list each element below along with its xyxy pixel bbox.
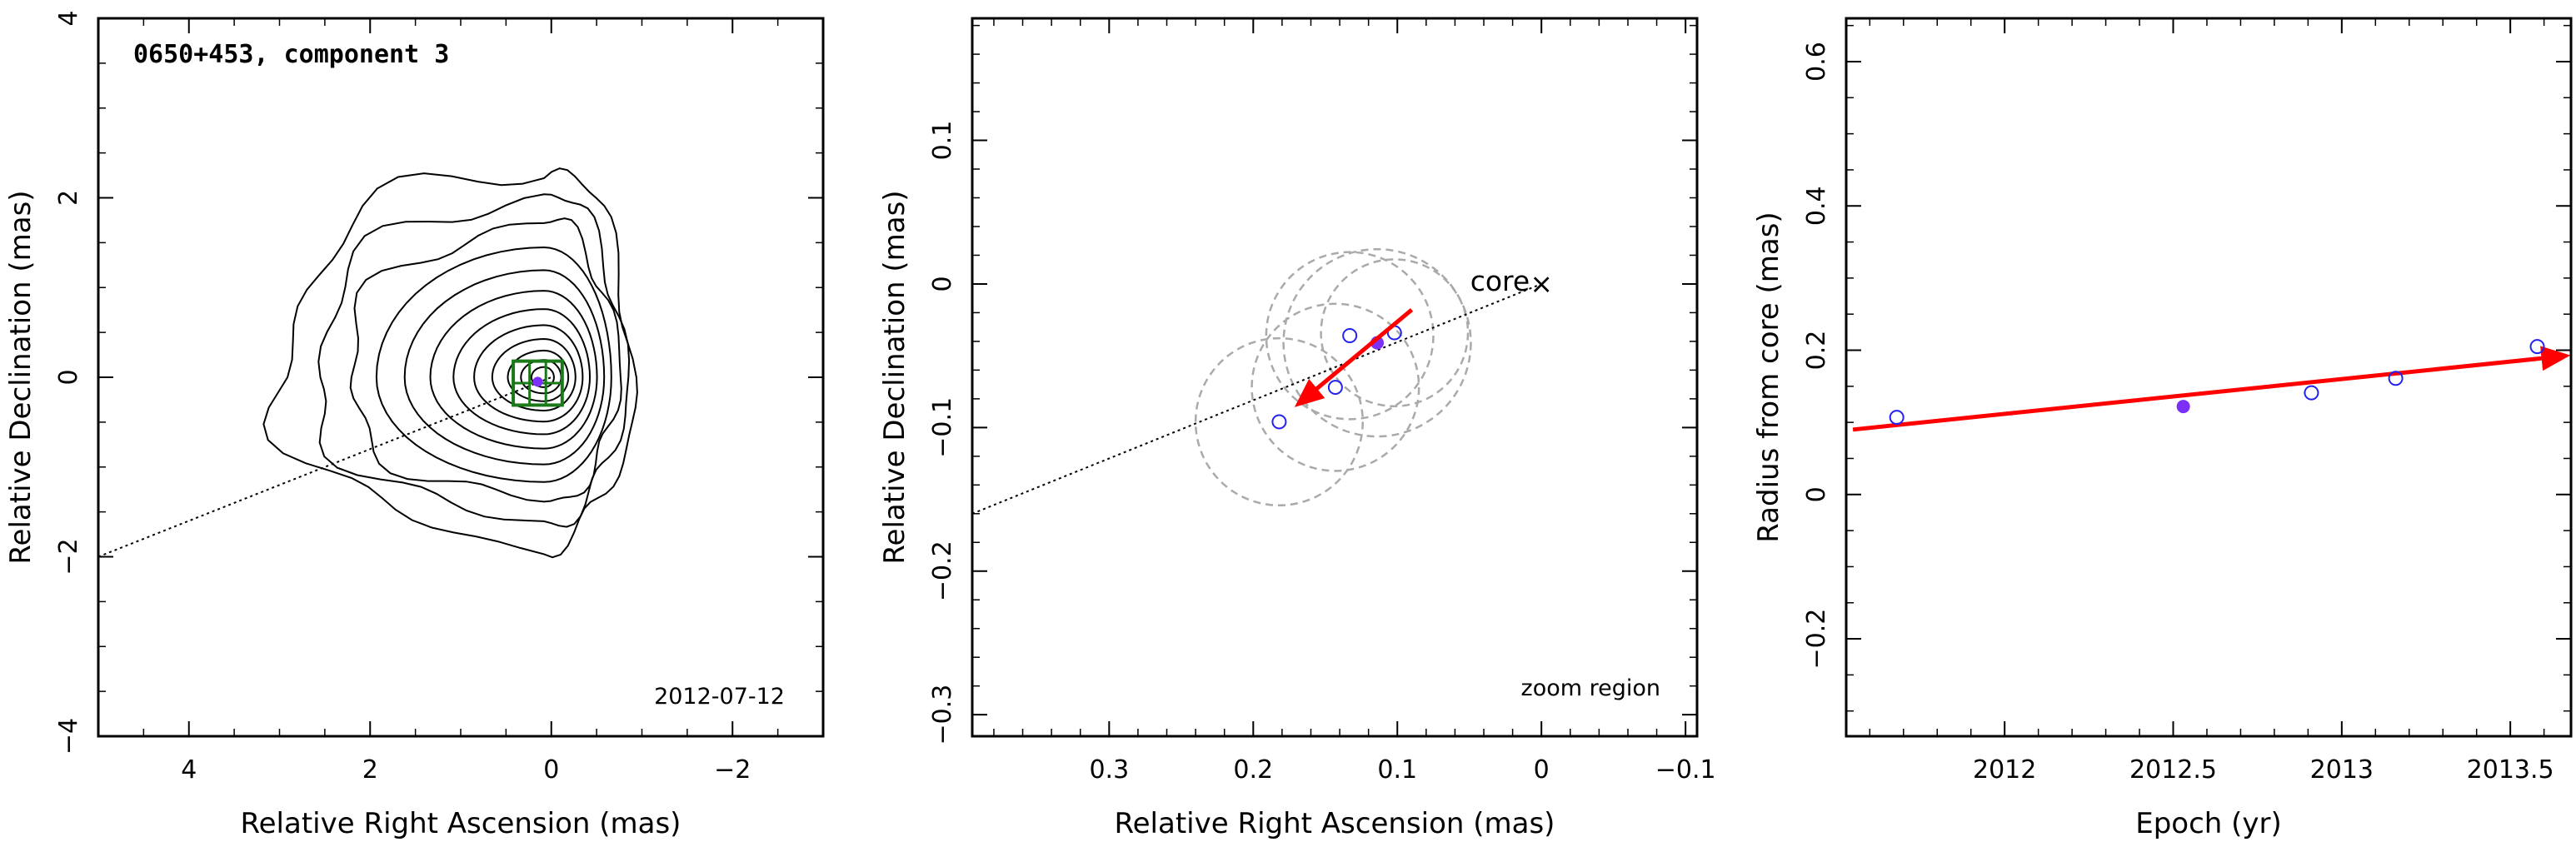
x-tick-label: 2013 xyxy=(2310,755,2374,785)
y-tick-label: −0.2 xyxy=(928,541,957,601)
fit-line xyxy=(1852,346,2571,432)
x-tick-label: −0.1 xyxy=(1655,755,1716,785)
radius-point xyxy=(2529,339,2545,355)
x-tick-label: 0.2 xyxy=(1233,755,1273,785)
velocity-arrow xyxy=(1294,308,1414,407)
panel-1-plot xyxy=(98,167,638,559)
contour-level xyxy=(375,246,612,483)
position-point xyxy=(1271,414,1287,430)
contour-level xyxy=(403,269,606,466)
contour-level xyxy=(530,366,555,388)
panel-3-plot xyxy=(1852,339,2571,432)
x-tick-label: 2 xyxy=(362,755,378,785)
radius-point xyxy=(2304,385,2319,401)
x-tick-label: 2012.5 xyxy=(2129,755,2217,785)
panel-3-ylabel: Radius from core (mas) xyxy=(1752,212,1785,542)
panel-2-frame xyxy=(971,17,1699,738)
panel-3-frame xyxy=(1845,17,2573,738)
contour-level xyxy=(473,324,584,423)
radius-points xyxy=(1889,339,2545,426)
x-tick-label: 2012 xyxy=(1973,755,2036,785)
error-circles xyxy=(1194,247,1472,507)
contour-map xyxy=(262,167,638,559)
radius-point xyxy=(2388,371,2404,386)
x-tick-label: 2013.5 xyxy=(2467,755,2554,785)
core-marker: × xyxy=(1530,267,1553,300)
y-tick-label: −4 xyxy=(54,718,83,755)
x-tick-label: 0.1 xyxy=(1377,755,1417,785)
contour-level xyxy=(429,290,598,450)
panel-3: 2012 2012.5 2013 2013.5 −0.2 0 0.2 0.4 0.6 Epoch… xyxy=(1752,17,2573,840)
panel-3-ticks: 2012 2012.5 2013 2013.5 −0.2 0 0.2 0.4 0.6 xyxy=(1802,18,2571,785)
panel-2-plot xyxy=(972,247,1542,515)
panel-1-date: 2012-07-12 xyxy=(654,684,785,710)
radius-point xyxy=(1889,410,1905,426)
core-label: core xyxy=(1470,265,1530,297)
y-tick-label: 4 xyxy=(54,10,83,26)
zoom-region-label: zoom region xyxy=(1521,675,1660,701)
y-tick-label: −0.2 xyxy=(1802,609,1831,670)
error-circle xyxy=(1194,336,1364,507)
y-tick-label: 0 xyxy=(928,276,957,291)
panel-1-frame xyxy=(97,17,825,738)
contour-level xyxy=(317,193,631,528)
y-tick-label: 2 xyxy=(54,190,83,206)
y-tick-label: 0.4 xyxy=(1802,186,1831,226)
error-circle xyxy=(1282,247,1472,438)
x-tick-label: 0 xyxy=(543,755,559,785)
jet-axis-line xyxy=(98,376,552,558)
y-tick-label: −0.1 xyxy=(928,397,957,458)
highlight-point xyxy=(2176,400,2190,414)
component-marker xyxy=(532,376,543,387)
panel-2: 0.3 0.2 0.1 0 −0.1 −0.3 −0.2 −0.1 0 0.1 core × zo… xyxy=(878,17,1716,840)
y-tick-label: 0 xyxy=(54,369,83,385)
error-circle xyxy=(1320,258,1470,408)
error-circle xyxy=(1265,251,1435,421)
y-tick-label: −2 xyxy=(54,538,83,575)
panel-2-ticks: 0.3 0.2 0.1 0 −0.1 −0.3 −0.2 −0.1 0 0.1 xyxy=(928,18,1716,785)
panel-1-ylabel: Relative Declination (mas) xyxy=(4,190,37,564)
x-tick-label: 0 xyxy=(1534,755,1550,785)
y-tick-label: 0.1 xyxy=(928,121,957,161)
panel-1-title: 0650+453, component 3 xyxy=(133,40,449,69)
contour-level xyxy=(349,217,622,503)
panel-1-ticks: 4 2 0 −2 −4 −2 0 2 4 xyxy=(54,10,824,785)
error-circle xyxy=(1251,302,1420,472)
x-tick-label: −2 xyxy=(714,755,751,785)
y-tick-label: 0.6 xyxy=(1802,42,1831,82)
position-point xyxy=(1342,328,1358,344)
jet-axis-line xyxy=(972,283,1542,515)
position-points xyxy=(1271,325,1402,430)
contour-level xyxy=(507,349,570,402)
panel-1-xlabel: Relative Right Ascension (mas) xyxy=(241,807,681,840)
panel-2-xlabel: Relative Right Ascension (mas) xyxy=(1115,807,1555,840)
x-tick-label: 4 xyxy=(181,755,197,785)
contour-level xyxy=(520,359,562,395)
y-tick-label: −0.3 xyxy=(928,685,957,745)
contour-level xyxy=(452,308,592,436)
y-tick-label: 0 xyxy=(1802,486,1831,502)
panel-2-ylabel: Relative Declination (mas) xyxy=(878,190,911,564)
x-tick-label: 0.3 xyxy=(1089,755,1129,785)
position-point xyxy=(1327,380,1343,396)
panel-3-xlabel: Epoch (yr) xyxy=(2135,807,2282,840)
y-tick-label: 0.2 xyxy=(1802,331,1831,371)
panel-1: 4 2 0 −2 −4 −2 0 2 4 0650+453, component 3 2012-… xyxy=(4,10,825,840)
